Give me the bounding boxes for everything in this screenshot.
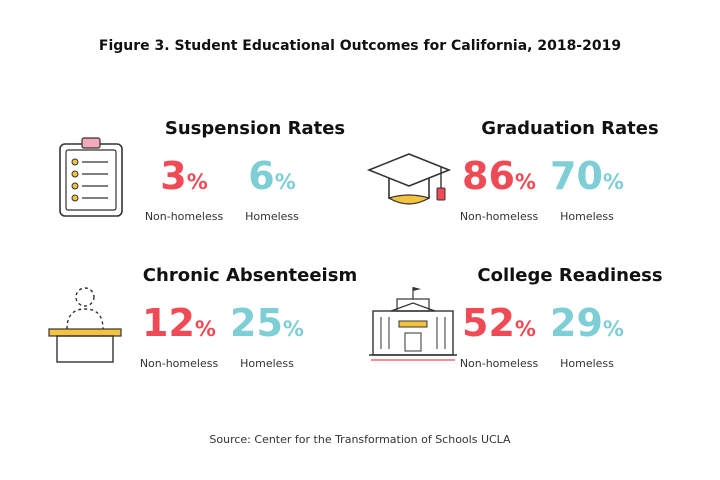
percent-sign: %	[186, 170, 208, 194]
graduation-rates-panel: Graduation Rates 86% Non-homeless 70% Ho…	[365, 118, 695, 228]
panel-title: Suspension Rates	[164, 118, 346, 139]
source-note: Source: Center for the Transformation of…	[209, 433, 511, 446]
homeless-stat: 25% Homeless	[217, 299, 317, 370]
non-homeless-stat: 3% Non-homeless	[134, 152, 234, 223]
clipboard-icon	[59, 137, 123, 217]
non-homeless-stat: 12% Non-homeless	[129, 299, 229, 370]
category-label: Non-homeless	[139, 357, 219, 370]
percent-sign: %	[514, 170, 536, 194]
percent-sign: %	[274, 170, 296, 194]
chronic-absenteeism-panel: Chronic Absenteeism 12% Non-homeless 25%…	[45, 265, 375, 375]
homeless-stat: 70% Homeless	[537, 152, 637, 223]
homeless-stat: 6% Homeless	[222, 152, 322, 223]
value-label: 86	[462, 154, 515, 198]
category-label: Homeless	[560, 210, 614, 223]
percent-sign: %	[282, 317, 304, 341]
value-label: 12	[142, 301, 195, 345]
empty-desk-icon	[48, 287, 122, 363]
figure-title: Figure 3. Student Educational Outcomes f…	[98, 38, 622, 54]
non-homeless-stat: 86% Non-homeless	[449, 152, 549, 223]
value-label: 6	[248, 154, 275, 198]
category-label: Non-homeless	[144, 210, 224, 223]
category-label: Non-homeless	[459, 357, 539, 370]
non-homeless-stat: 52% Non-homeless	[449, 299, 549, 370]
value-label: 25	[230, 301, 283, 345]
category-label: Homeless	[240, 357, 294, 370]
graduation-cap-icon	[366, 153, 452, 205]
category-label: Non-homeless	[459, 210, 539, 223]
panel-title: College Readiness	[477, 265, 663, 286]
category-label: Homeless	[560, 357, 614, 370]
panel-title: Chronic Absenteeism	[142, 265, 358, 286]
value-label: 29	[550, 301, 603, 345]
value-label: 70	[550, 154, 603, 198]
college-readiness-panel: College Readiness 52% Non-homeless 29% H…	[365, 265, 695, 375]
university-building-icon	[369, 287, 457, 361]
suspension-rates-panel: Suspension Rates 3% Non-homeless 6% Home…	[50, 118, 380, 228]
percent-sign: %	[194, 317, 216, 341]
category-label: Homeless	[245, 210, 299, 223]
value-label: 52	[462, 301, 515, 345]
value-label: 3	[160, 154, 187, 198]
panel-title: Graduation Rates	[481, 118, 659, 139]
homeless-stat: 29% Homeless	[537, 299, 637, 370]
percent-sign: %	[602, 170, 624, 194]
percent-sign: %	[602, 317, 624, 341]
percent-sign: %	[514, 317, 536, 341]
